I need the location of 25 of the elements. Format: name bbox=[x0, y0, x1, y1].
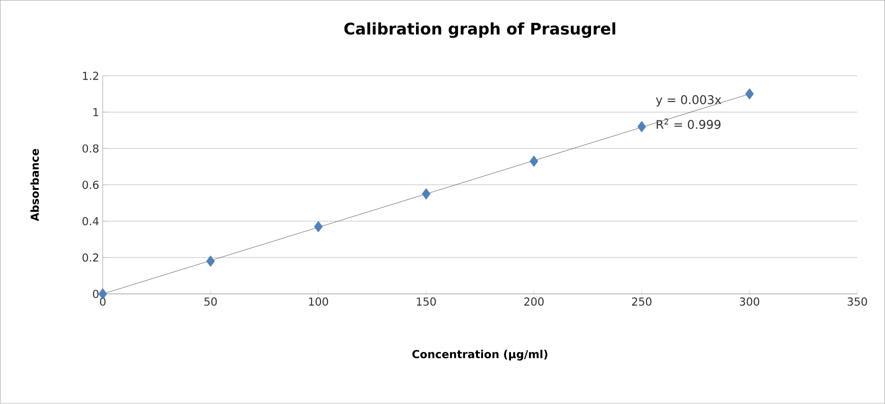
x-tick-label: 250 bbox=[632, 298, 652, 306]
y-axis-title: Absorbance bbox=[30, 149, 39, 222]
y-tick-label: 0.8 bbox=[82, 144, 98, 153]
x-tick-label: 150 bbox=[416, 298, 436, 306]
y-tick-label: 0 bbox=[92, 290, 99, 298]
annotation: R$^{2}$ = 0.999 bbox=[656, 118, 720, 130]
x-tick-label: 200 bbox=[524, 298, 544, 306]
x-tick-label: 300 bbox=[740, 298, 760, 306]
chart-title: Calibration graph of Prasugrel bbox=[344, 22, 616, 38]
point bbox=[422, 188, 430, 200]
y-tick-label: 0.4 bbox=[82, 217, 99, 226]
y-tick-label: 1.2 bbox=[83, 72, 98, 80]
x-tick-label: 100 bbox=[309, 298, 328, 306]
point bbox=[637, 121, 646, 132]
annotation: y = 0.003x bbox=[656, 95, 722, 107]
y-tick-label: 0.2 bbox=[82, 254, 98, 262]
y-tick-label: 1 bbox=[93, 108, 98, 116]
point bbox=[314, 221, 323, 232]
point bbox=[530, 156, 538, 168]
x-tick-label: 350 bbox=[848, 298, 868, 306]
x-tick-label: 50 bbox=[204, 298, 217, 306]
x-axis-title: Concentration (µg/ml) bbox=[412, 350, 548, 361]
point bbox=[206, 256, 215, 268]
y-tick-label: 0.6 bbox=[82, 180, 99, 190]
point bbox=[745, 88, 754, 100]
